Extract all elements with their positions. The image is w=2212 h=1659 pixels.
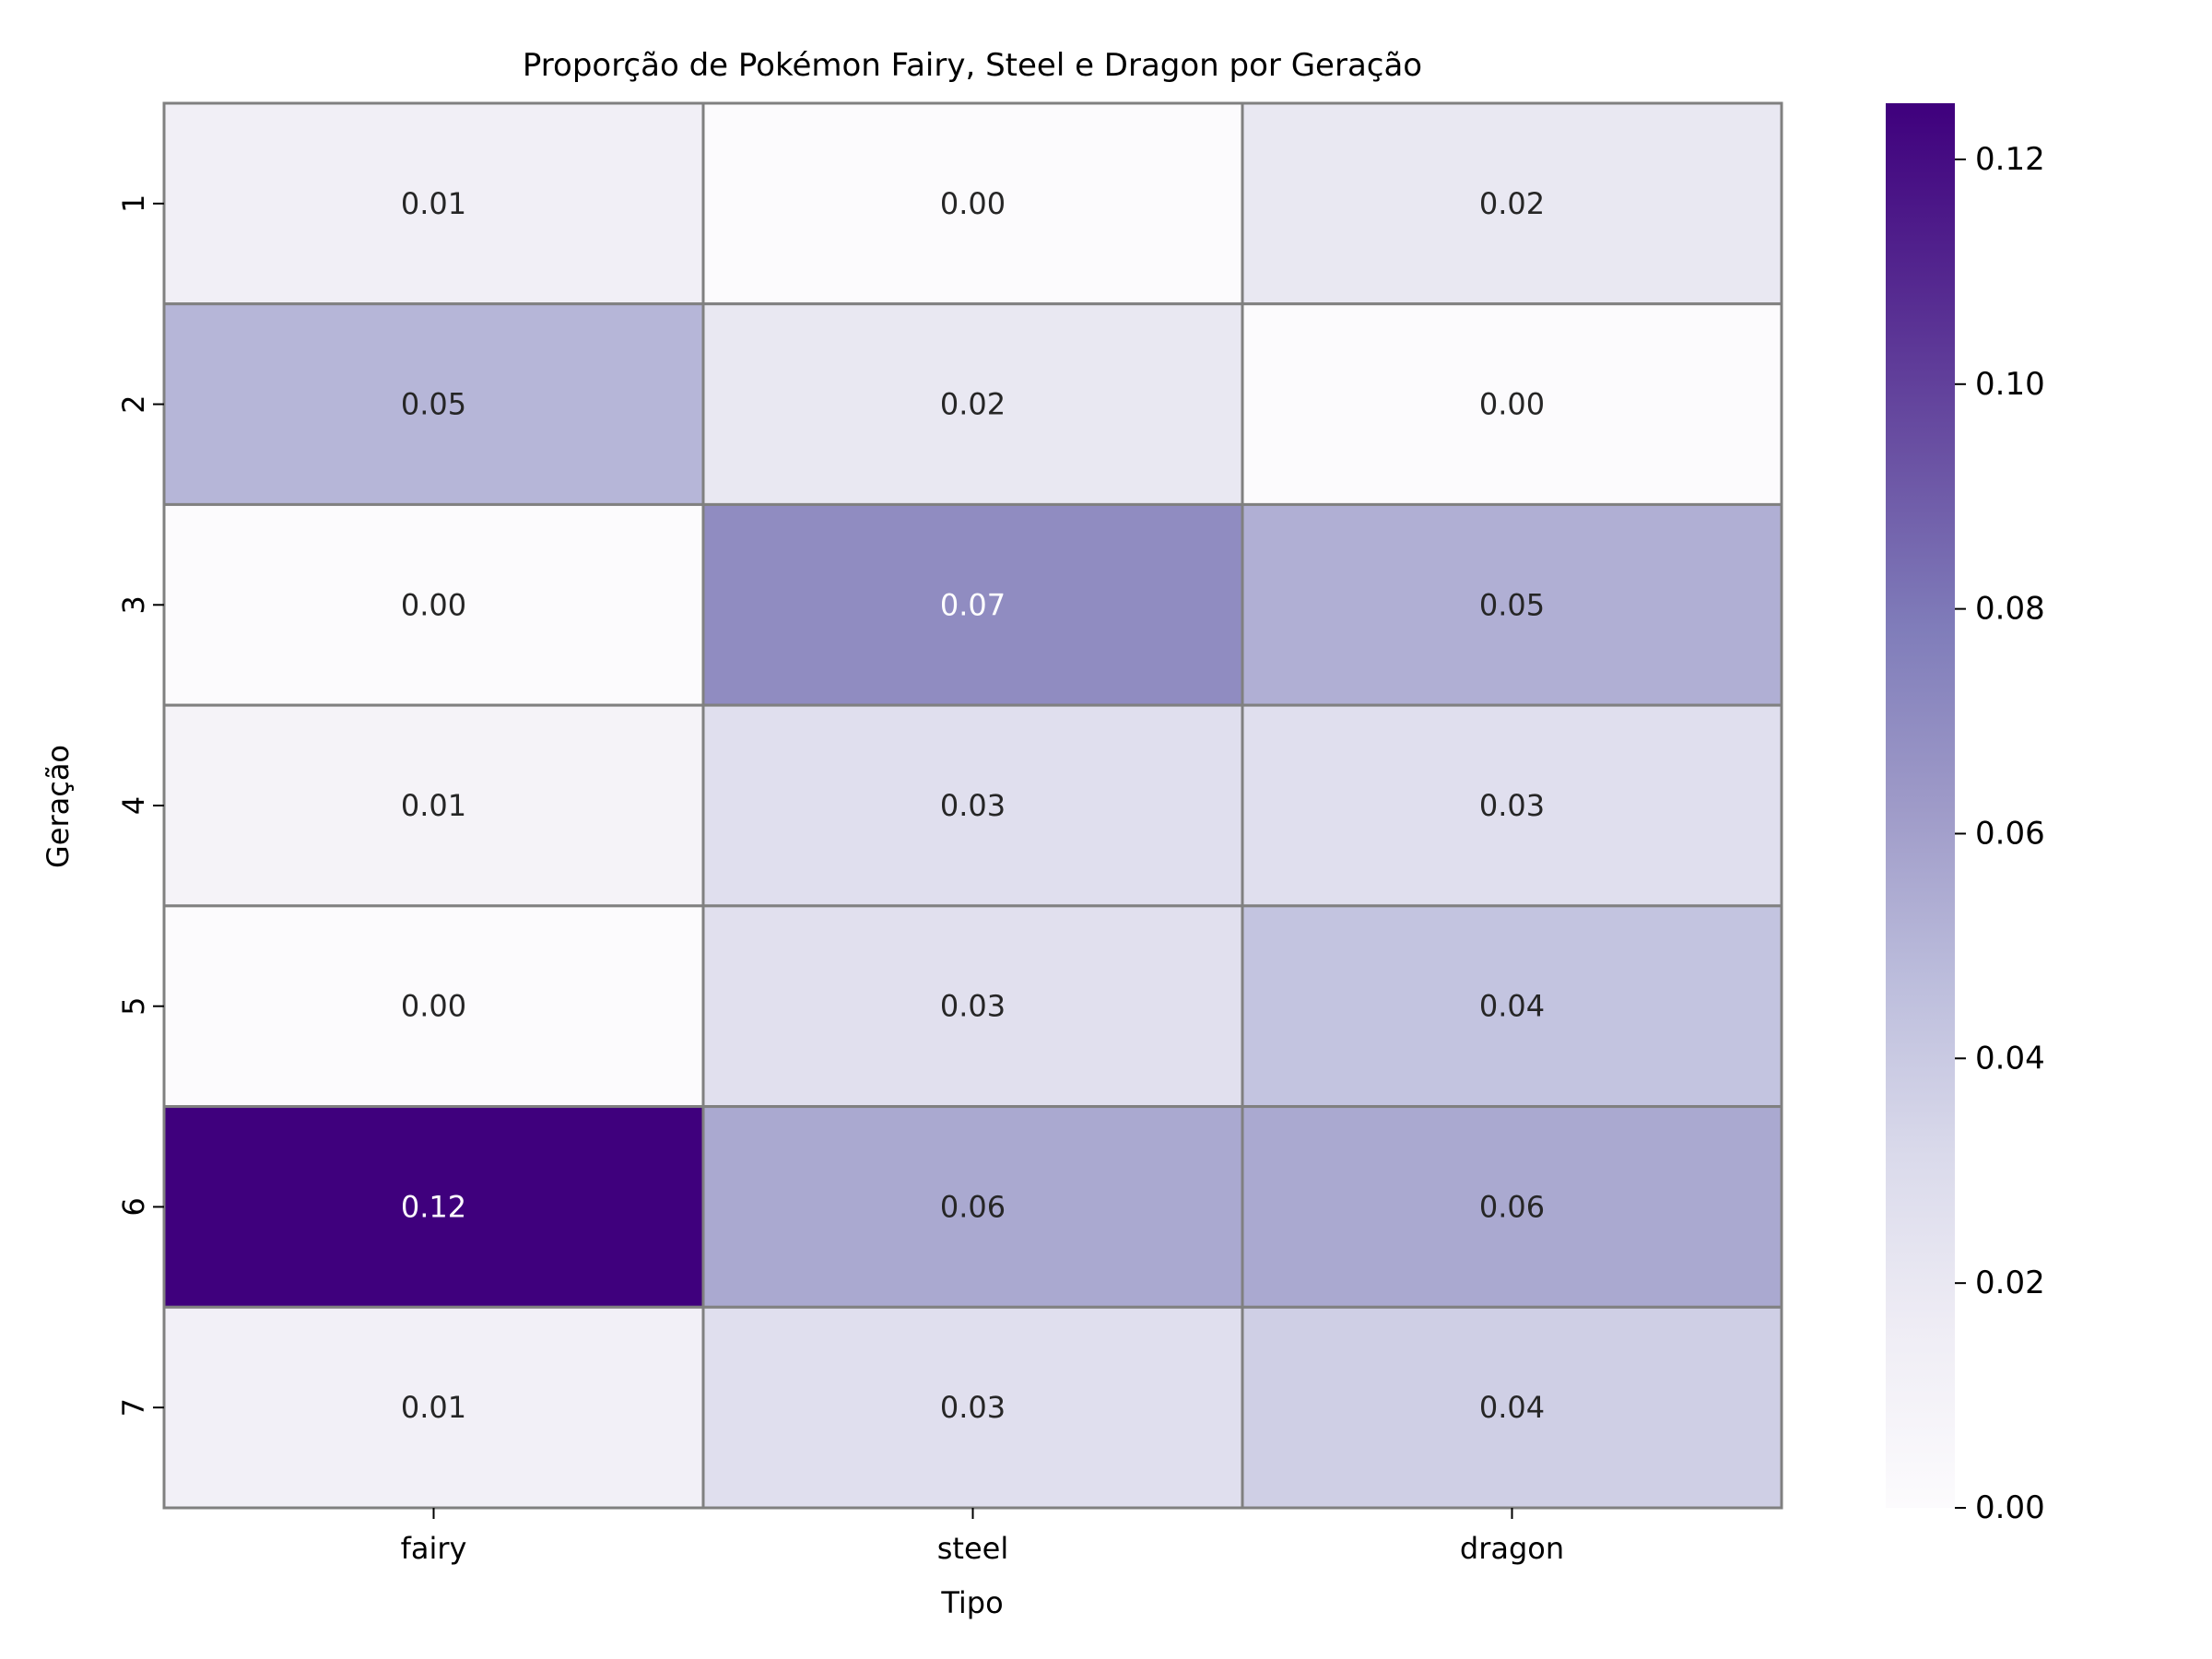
heatmap-cell [701,1305,1244,1510]
x-axis-label: Tipo [940,1585,1003,1620]
heatmap-cell [1241,101,1783,306]
cell-value-label: 0.00 [401,587,466,622]
cell-value-label: 0.01 [401,1390,466,1425]
cell-value-label: 0.02 [1479,186,1545,221]
y-tick-label: 7 [116,1398,151,1417]
heatmap-cell [1241,1305,1783,1510]
cell-value-label: 0.00 [401,989,466,1024]
y-axis-label: Geração [41,745,76,868]
colorbar-tick-label: 0.00 [1975,1489,2045,1526]
heatmap-cell [701,302,1244,506]
x-tick-label: dragon [1460,1531,1564,1566]
heatmap-cell [162,703,705,908]
heatmap-cell [1241,1105,1783,1309]
heatmap-cell [701,904,1244,1109]
x-axis-ticks: fairy steel dragon [401,1508,1564,1566]
heatmap-cell [1241,703,1783,908]
cell-value-label: 0.06 [940,1189,1006,1224]
colorbar-tick-label: 0.08 [1975,591,2045,628]
cell-value-label: 0.03 [1479,788,1545,823]
y-tick-label: 1 [116,194,151,213]
heatmap-cell [1241,904,1783,1109]
cell-value-label: 0.00 [1479,387,1545,422]
cell-value-label: 0.05 [1479,587,1545,622]
cell-value-label: 0.07 [940,587,1006,622]
cell-value-label: 0.03 [940,788,1006,823]
colorbar [1886,103,1955,1508]
y-tick-label: 6 [116,1197,151,1216]
cell-value-label: 0.02 [940,387,1006,422]
heatmap-cell [1241,302,1783,506]
colorbar-tick-label: 0.06 [1975,815,2045,852]
y-tick-label: 2 [116,394,151,413]
heatmap-cell [701,101,1244,306]
heatmap-cell [162,302,705,506]
heatmap-cell-labels: 0.01 0.00 0.02 0.05 0.02 0.00 0.00 0.07 0.05 0.01… [401,186,1545,1425]
x-tick-label: steel [937,1531,1008,1566]
heatmap-cell [162,1305,705,1510]
chart-title: Proporção de Pokémon Fairy, Steel e Drag… [523,47,1422,84]
heatmap-cell [162,101,705,306]
cell-value-label: 0.05 [401,387,466,422]
colorbar-tick-label: 0.12 [1975,141,2045,178]
y-tick-label: 5 [116,997,151,1016]
cell-value-label: 0.00 [940,186,1006,221]
heatmap-cells [162,101,1783,1510]
cell-value-label: 0.03 [940,989,1006,1024]
heatmap-cell [162,904,705,1109]
x-tick-label: fairy [401,1531,467,1566]
colorbar-tick-label: 0.04 [1975,1040,2045,1077]
cell-value-label: 0.04 [1479,1390,1545,1425]
y-axis-ticks: 1 2 3 4 5 6 7 [116,194,164,1417]
colorbar-tick-label: 0.10 [1975,366,2045,403]
cell-value-label: 0.01 [401,186,466,221]
heatmap-cell [701,502,1244,707]
heatmap-cell [701,1105,1244,1309]
cell-value-label: 0.01 [401,788,466,823]
y-tick-label: 4 [116,796,151,815]
colorbar-ticks: 0.00 0.02 0.04 0.06 0.08 0.10 0.12 [1955,141,2045,1526]
y-tick-label: 3 [116,595,151,614]
cell-value-label: 0.06 [1479,1189,1545,1224]
cell-value-label: 0.03 [940,1390,1006,1425]
cell-value-label: 0.04 [1479,989,1545,1024]
cell-value-label: 0.12 [401,1189,466,1224]
colorbar-tick-label: 0.02 [1975,1265,2045,1301]
